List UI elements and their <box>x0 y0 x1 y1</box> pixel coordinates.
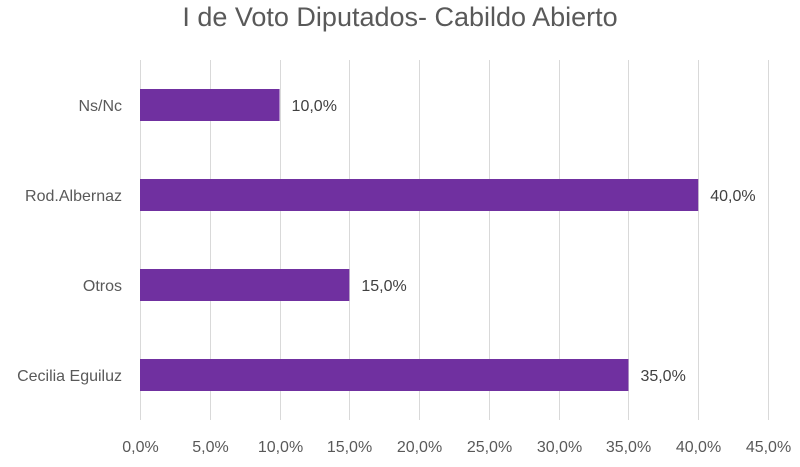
bar <box>140 89 280 121</box>
category-label: Cecilia Eguiluz <box>17 368 122 385</box>
category-label: Rod.Albernaz <box>25 188 122 205</box>
x-tick-label: 0,0% <box>122 439 158 456</box>
data-label: 40,0% <box>710 188 755 205</box>
bars <box>140 89 699 391</box>
x-tick-label: 40,0% <box>676 439 721 456</box>
labels: 0,0% 5,0% 10,0% 15,0% 20,0% 25,0% 30,0% 35,0% 40… <box>17 98 791 456</box>
bar <box>140 359 629 391</box>
x-tick-label: 30,0% <box>537 439 582 456</box>
x-tick-label: 25,0% <box>467 439 512 456</box>
x-tick-label: 5,0% <box>192 439 228 456</box>
bar <box>140 269 350 301</box>
x-tick-label: 35,0% <box>606 439 651 456</box>
category-label: Otros <box>83 278 122 295</box>
x-tick-label: 20,0% <box>397 439 442 456</box>
data-label: 10,0% <box>292 98 337 115</box>
data-label: 35,0% <box>640 368 685 385</box>
x-tick-label: 45,0% <box>746 439 791 456</box>
category-label: Ns/Nc <box>78 98 122 115</box>
bar <box>140 179 699 211</box>
chart-title: I de Voto Diputados- Cabildo Abierto <box>182 2 618 32</box>
data-label: 15,0% <box>361 278 406 295</box>
x-tick-label: 15,0% <box>327 439 372 456</box>
x-tick-label: 10,0% <box>258 439 303 456</box>
